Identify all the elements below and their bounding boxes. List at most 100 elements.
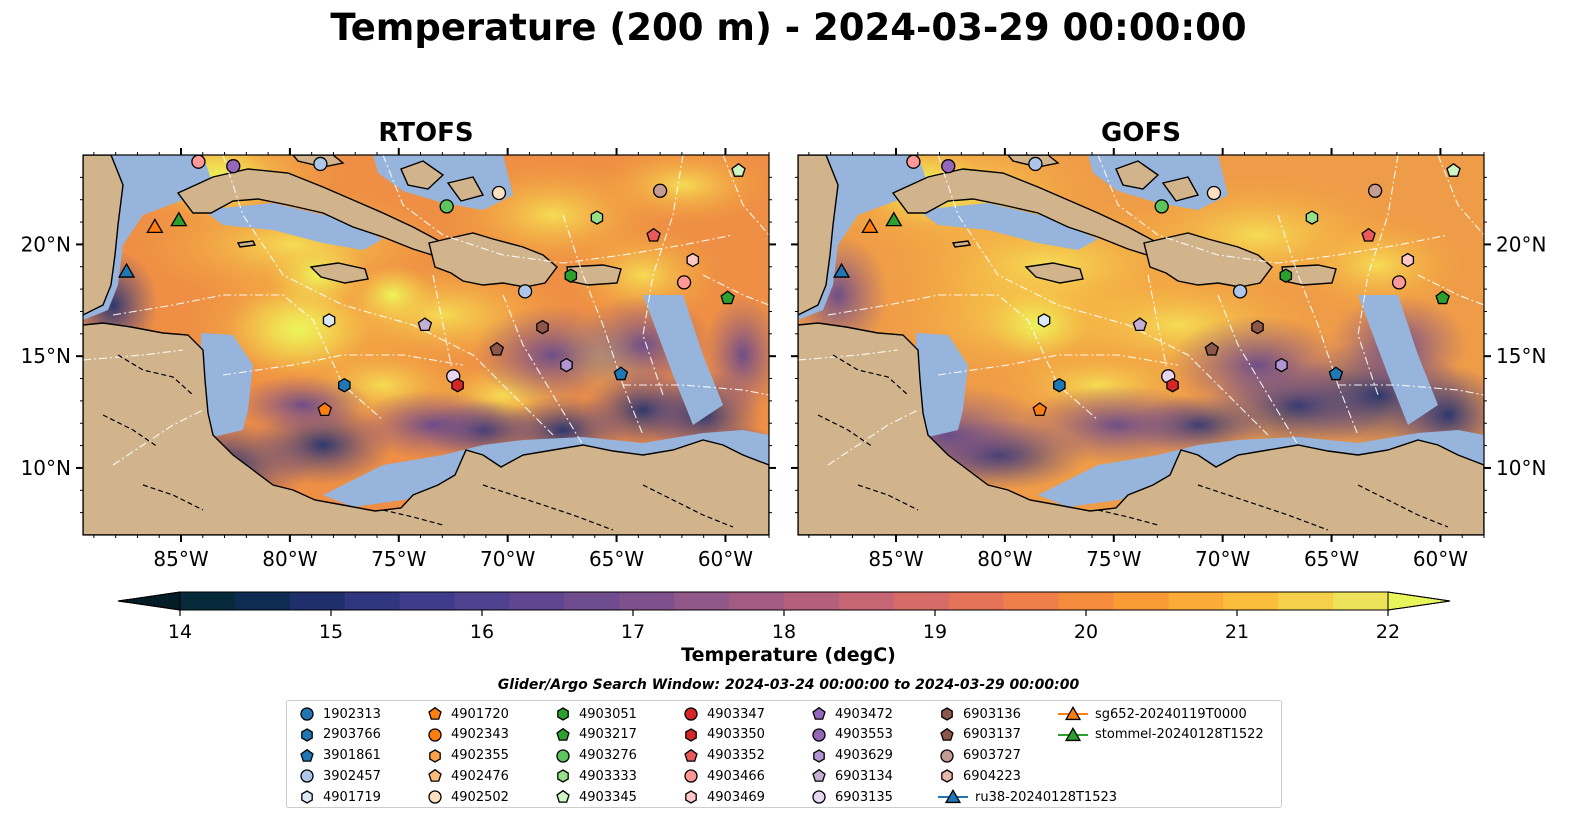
legend-hexagon-icon — [429, 748, 441, 763]
map-panel-gofs: 85°W 80°W 75°W 70°W 65°W 60°W 20°N 15°N 10°N — [791, 148, 1546, 571]
colorbar-band — [454, 592, 511, 610]
legend-label: 4903345 — [579, 789, 637, 805]
legend-item: 4903217 — [553, 725, 637, 745]
float-4903276 — [439, 199, 454, 214]
legend-hexagon-icon — [941, 769, 953, 784]
eez-boundary — [937, 155, 1269, 436]
float-6903137 — [489, 341, 505, 356]
legend-item: 4902355 — [425, 746, 509, 766]
eez-boundary — [642, 155, 684, 396]
legend-item: 4903629 — [809, 746, 893, 766]
float-4903629 — [1275, 357, 1288, 373]
float-3902457 — [517, 284, 533, 299]
legend-label: 6903137 — [963, 727, 1021, 743]
legend-label: 4903629 — [835, 748, 893, 764]
lon-tick-label: 60°W — [698, 547, 753, 571]
legend-label: 4902355 — [451, 748, 509, 764]
legend-label: 3902457 — [323, 768, 381, 784]
colorbar-over-arrow — [1387, 591, 1451, 611]
colorbar-tick-label: 15 — [319, 621, 343, 643]
legend-marker-icon — [429, 748, 441, 763]
land-bahamas1 — [1115, 160, 1160, 190]
shelf-mosquito — [201, 333, 253, 437]
colorbar-tick-label: 16 — [470, 621, 494, 643]
float-6903134 — [1132, 317, 1148, 332]
eez-boundary — [1437, 155, 1484, 236]
float-4903350 — [451, 377, 464, 393]
legend-label: stommel-20240128T1522 — [1095, 727, 1264, 743]
legend-pentagon-icon — [556, 790, 570, 803]
lat-tick-label: 15°N — [1496, 344, 1546, 368]
legend-circle-icon — [812, 728, 826, 742]
legend-label: 3901861 — [323, 748, 381, 764]
legend-marker-icon — [300, 769, 314, 784]
eez-boundary — [623, 384, 769, 396]
colorbar-tick-label: 14 — [168, 621, 192, 643]
legend-marker-icon — [812, 728, 826, 742]
colorbar-band — [344, 592, 401, 610]
legend-marker-icon — [556, 748, 570, 763]
colorbar-band — [234, 592, 291, 610]
legend-marker-icon — [301, 790, 313, 804]
legend-circle-icon — [556, 748, 570, 763]
legend-item: 4903352 — [681, 746, 765, 766]
shelf-cuba_s — [203, 203, 383, 250]
float-4901720 — [1032, 402, 1047, 417]
land-jamaica — [309, 262, 369, 284]
float-4901720 — [317, 402, 332, 417]
legend-item: 4902343 — [425, 725, 509, 745]
shelf-mosquito — [916, 333, 968, 437]
legend-pentagon-icon — [940, 727, 954, 741]
legend-circle-icon — [428, 728, 442, 742]
legend-item: 6903727 — [937, 746, 1021, 766]
map-frame — [82, 154, 770, 536]
legend-marker-icon — [812, 706, 826, 720]
legend-marker-icon — [1058, 726, 1088, 741]
colorbar-band — [674, 592, 730, 610]
land-bahamas1 — [400, 160, 445, 190]
legend-label: 1902313 — [323, 706, 381, 722]
land-yucatan — [83, 155, 124, 316]
legend-circle-icon — [300, 707, 314, 721]
colorbar-band — [1003, 592, 1060, 610]
legend-label: 4902502 — [451, 789, 509, 805]
legend-label: 4901720 — [451, 706, 509, 722]
colorbar-band — [399, 592, 456, 610]
colorbar-tick-label: 18 — [772, 621, 796, 643]
legend-label: 4903217 — [579, 727, 637, 743]
eez-boundary — [112, 294, 384, 421]
lon-tick-label: 75°W — [371, 547, 426, 571]
legend-pentagon-icon — [812, 769, 826, 783]
colorbar-band — [1333, 592, 1389, 610]
legend-item: 6903134 — [809, 766, 893, 786]
legend-label: 4903472 — [835, 706, 893, 722]
panel-title-gofs: GOFS — [1101, 118, 1181, 148]
glider-stommel-20240128T1522 — [885, 211, 903, 227]
land-centam — [83, 322, 769, 535]
eez-boundary — [83, 349, 184, 361]
eez-boundary — [562, 214, 644, 436]
lon-tick-label: 85°W — [868, 547, 923, 571]
country-border — [817, 414, 874, 448]
land-hispaniola — [1143, 232, 1273, 288]
float-6903136 — [1251, 319, 1264, 335]
legend-label: 6903134 — [835, 768, 893, 784]
legend-circle-icon — [684, 769, 698, 784]
legend-pentagon-icon — [428, 769, 442, 783]
eez-boundary — [432, 274, 454, 376]
land-cayman — [236, 240, 257, 248]
country-border — [117, 354, 194, 396]
legend-marker-icon — [301, 728, 313, 742]
country-border — [382, 509, 444, 526]
eez-boundary — [1217, 294, 1299, 446]
land-bahamas2 — [1161, 176, 1200, 202]
legend-pentagon-icon — [812, 706, 826, 720]
legend-hexagon-icon — [557, 769, 569, 784]
lon-tick-label: 60°W — [1413, 547, 1468, 571]
colorbar-band — [289, 592, 346, 610]
glider-ru38-20240128T1523 — [117, 262, 136, 278]
legend-marker-icon — [300, 707, 314, 721]
legend-pentagon-icon — [300, 748, 314, 762]
legend-label: 4901719 — [323, 789, 381, 805]
float-2903766 — [1053, 377, 1066, 393]
